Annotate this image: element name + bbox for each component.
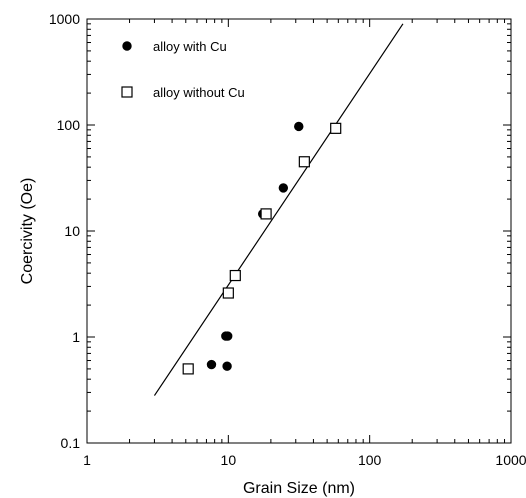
without-cu-point — [222, 287, 234, 299]
x-axis: 1 10 100 1000 — [83, 19, 526, 468]
without-cu-point — [330, 122, 342, 134]
without-cu-point — [229, 269, 241, 282]
x-tick-label: 1000 — [495, 452, 526, 468]
y-tick-label: 1 — [72, 329, 80, 345]
with-cu-point — [223, 331, 233, 341]
legend-marker-with-cu — [122, 41, 132, 51]
x-axis-label: Grain Size (nm) — [243, 480, 355, 497]
with-cu-point — [278, 183, 289, 193]
y-tick-label: 0.1 — [61, 435, 81, 451]
legend-marker-without-cu — [121, 86, 133, 98]
x-tick-label: 10 — [221, 452, 237, 468]
without-cu-point — [182, 363, 194, 375]
plot-area — [86, 18, 512, 444]
with-cu-point — [222, 361, 232, 371]
without-cu-point — [260, 208, 272, 220]
without-cu-point — [298, 156, 310, 168]
legend-label: alloy without Cu — [153, 85, 245, 100]
x-tick-label: 1 — [83, 452, 91, 468]
y-tick-label: 10 — [64, 223, 80, 239]
data-points — [182, 121, 342, 375]
y-tick-label: 100 — [57, 117, 81, 133]
y-axis-label: Coercivity (Oe) — [19, 178, 36, 285]
y-axis: 0.1 1 10 100 1000 — [49, 11, 511, 451]
fit-line — [153, 23, 404, 396]
with-cu-point — [294, 121, 304, 132]
with-cu-point — [206, 359, 217, 370]
legend: alloy with Cu alloy without Cu — [121, 39, 245, 100]
y-tick-label: 1000 — [49, 11, 80, 27]
legend-label: alloy with Cu — [153, 39, 227, 54]
x-tick-label: 100 — [358, 452, 382, 468]
